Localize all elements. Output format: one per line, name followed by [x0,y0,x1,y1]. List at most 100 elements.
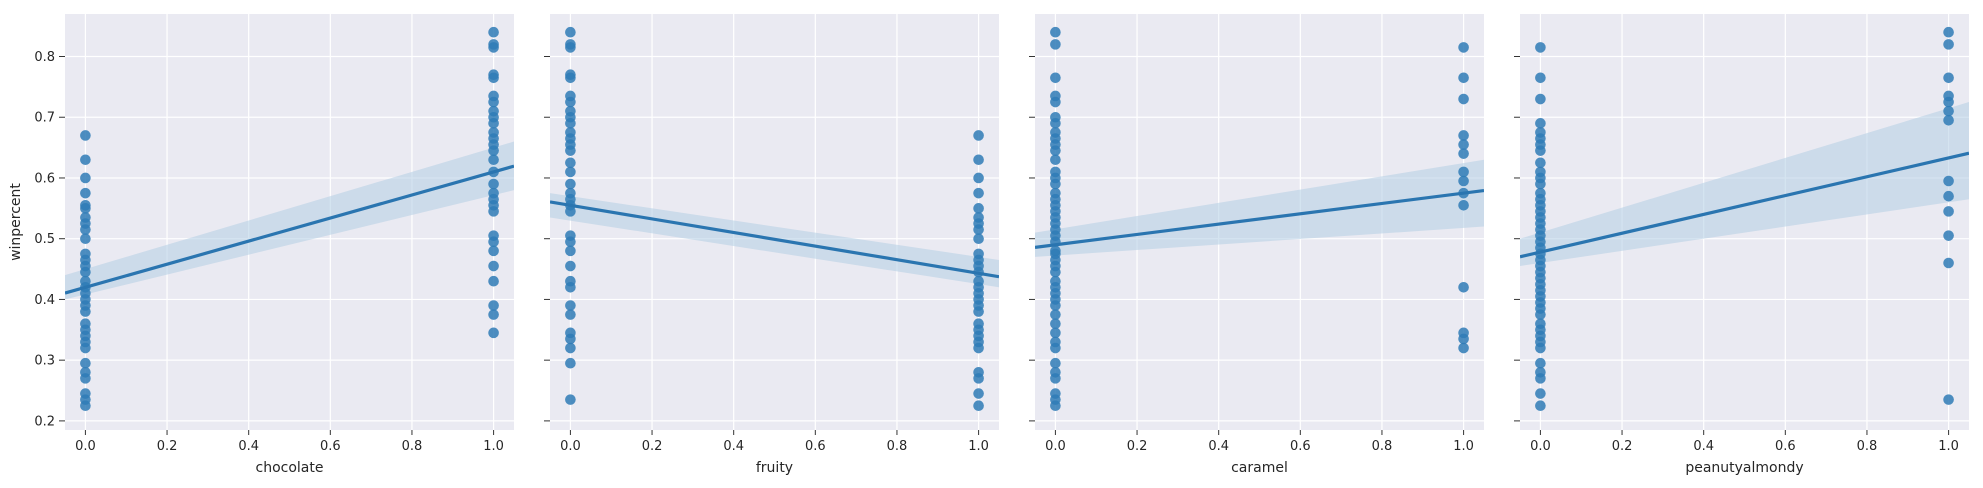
data-point [973,212,984,223]
data-point [1535,118,1546,129]
data-point [80,172,91,184]
x-axis-label: fruity [756,460,793,476]
x-tick-label: 0.8 [887,439,908,454]
subplot-2: 0.0 0.2 0.4 0.6 0.8 1.0 fruity [544,14,999,476]
data-point [80,187,91,199]
data-point [973,388,984,399]
y-tick-label: 0.8 [34,50,55,65]
data-point [1535,157,1546,169]
x-tick-label: 1.0 [968,439,989,454]
data-point [488,39,499,50]
data-point [565,300,576,311]
data-point [488,327,499,339]
data-point [1050,367,1061,378]
regression-line [1520,151,1969,259]
data-point [565,187,576,199]
data-point [565,178,576,190]
y-tick-label: 0.4 [34,293,55,308]
subplot-4: 0.0 0.2 0.4 0.6 0.8 1.0 peanutyalmondy [1514,14,1969,476]
y-tick-label: 0.2 [34,414,55,429]
data-point [565,69,576,81]
x-tick-label: 0.4 [1693,439,1714,454]
data-point [80,130,91,141]
x-tick-label: 0.4 [723,439,744,454]
x-tick-label: 0.2 [642,439,663,454]
data-point [973,275,984,287]
data-point [1458,327,1469,339]
data-point [1458,130,1469,141]
regression-line [1035,188,1484,249]
x-tick-label: 0.8 [402,439,423,454]
y-tick-label: 0.6 [34,171,55,186]
data-point [488,260,499,272]
data-point [488,230,499,241]
data-point [488,309,499,320]
subplot-1: 0.0 0.2 0.4 0.6 0.8 1.0 0.2 0.3 0.4 0.5 0.6 0.7 0.8 c… [8,14,514,476]
data-point [1050,127,1061,138]
data-point [80,212,91,223]
data-point [1943,175,1954,187]
confidence-band [1520,102,1969,267]
x-tick-label: 0.4 [238,439,259,454]
data-point [565,230,576,241]
data-point [565,105,576,117]
data-point [80,357,91,369]
data-point [973,233,984,245]
x-tick-label: 0.0 [1045,439,1066,454]
x-tick-label: 0.0 [1530,439,1551,454]
data-point [488,105,499,117]
data-point [1458,175,1469,187]
data-point [1535,127,1546,138]
data-point [1535,400,1546,412]
data-point [80,199,91,211]
data-point [488,300,499,311]
data-point [1050,154,1061,166]
data-point [565,90,576,102]
data-point [565,39,576,50]
data-point [1458,139,1469,150]
data-point [973,154,984,166]
data-point [1535,187,1546,199]
x-tick-label: 0.4 [1208,439,1229,454]
data-point [1535,72,1546,84]
data-point [973,248,984,260]
data-point [488,90,499,102]
data-point [1943,394,1954,405]
x-tick-label: 0.6 [805,439,826,454]
y-tick-label: 0.5 [34,232,55,247]
data-point [1943,230,1954,241]
x-tick-label: 1.0 [1453,439,1474,454]
x-tick-label: 0.6 [1290,439,1311,454]
data-point [488,26,499,38]
data-point [1943,72,1954,84]
data-point [1458,166,1469,178]
regression-line [550,200,999,279]
data-point [973,367,984,378]
data-point [488,245,499,257]
data-point [973,400,984,412]
data-point [565,327,576,339]
y-axis-label: winpercent [8,183,24,261]
x-tick-label: 0.2 [1127,439,1148,454]
data-point [565,166,576,178]
x-axis-label: caramel [1231,460,1288,476]
data-point [973,130,984,141]
data-point [1535,166,1546,178]
data-point [1050,309,1061,320]
x-tick-label: 0.2 [157,439,178,454]
data-point [1050,275,1061,287]
data-point [80,154,91,166]
x-tick-label: 0.0 [560,439,581,454]
data-point [488,154,499,166]
data-point [1050,318,1061,330]
data-point [1050,327,1061,339]
data-point [1050,166,1061,178]
data-point [1050,26,1061,38]
data-point [1458,72,1469,84]
x-tick-label: 0.0 [75,439,96,454]
data-point [488,275,499,287]
data-point [1050,336,1061,348]
data-point [80,275,91,287]
x-axis-label: peanutyalmondy [1685,460,1803,476]
